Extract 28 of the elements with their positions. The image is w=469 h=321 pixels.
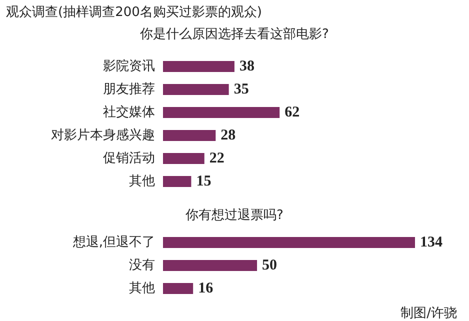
y-tick-label: 没有 [129, 258, 155, 273]
data-label: 38 [239, 58, 254, 74]
chart-title: 观众调查(抽样调查200名购买过影票的观众) [6, 5, 262, 20]
text: 制图/许骁 [400, 306, 458, 321]
data-label: 16 [198, 280, 214, 296]
data-label: 15 [196, 174, 212, 190]
y-tick-label: 对影片本身感兴趣 [51, 128, 155, 143]
data-label: 50 [262, 258, 278, 274]
bar [163, 84, 229, 95]
y-tick-label: 其他 [129, 174, 155, 189]
y-tick-label: 促销活动 [103, 151, 155, 166]
bar [163, 130, 216, 141]
y-tick-label: 朋友推荐 [103, 82, 155, 97]
data-label: 35 [234, 82, 249, 98]
y-tick-label: 想退,但退不了 [72, 235, 155, 250]
y-tick-label: 社交媒体 [103, 104, 155, 120]
bar [163, 176, 192, 187]
bar [163, 153, 204, 164]
chart-subtitle: 你是什么原因选择去看这部电影? [139, 27, 329, 42]
y-tick-label: 影院资讯 [103, 59, 155, 74]
data-label: 62 [284, 104, 300, 120]
y-tick-label: 其他 [129, 281, 155, 296]
bar [163, 61, 234, 72]
data-label: 28 [220, 128, 236, 144]
bar [163, 107, 280, 118]
data-label: 22 [209, 150, 224, 166]
data-label: 134 [420, 234, 443, 250]
chart-subtitle: 你有想过退票吗? [184, 208, 284, 223]
